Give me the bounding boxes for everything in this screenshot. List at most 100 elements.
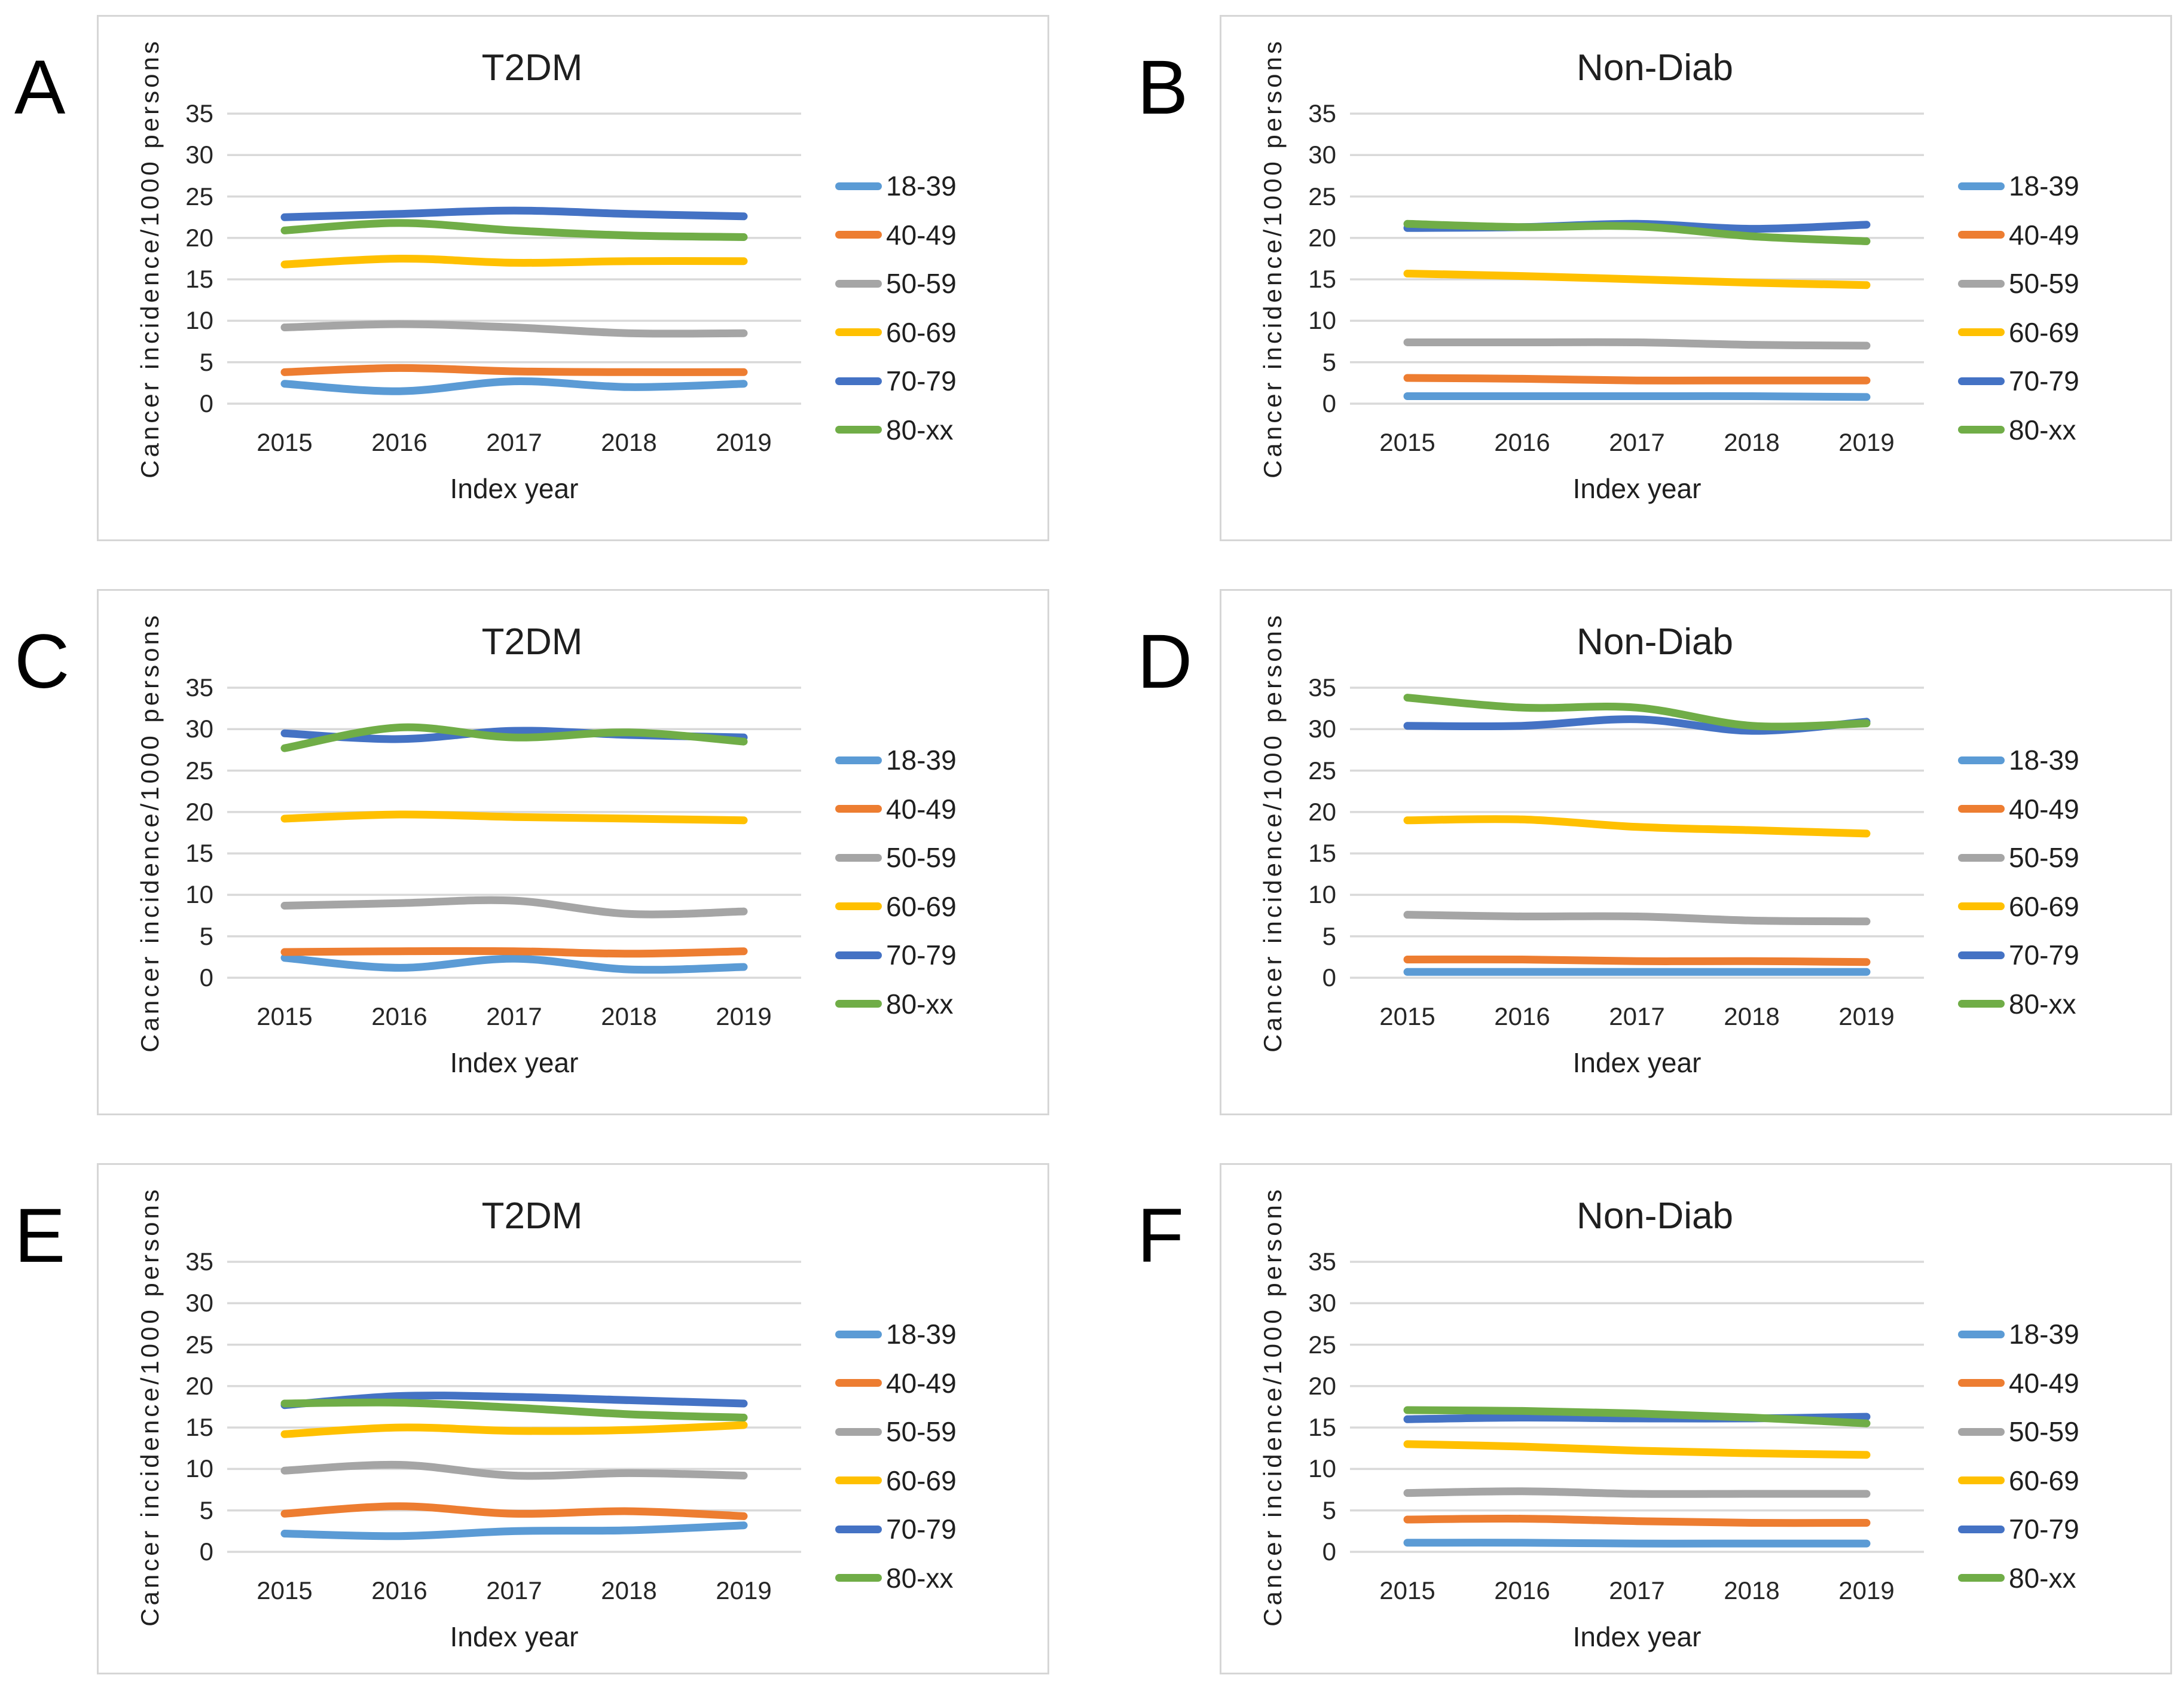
legend-item-70-79: 70-79 — [835, 1513, 957, 1545]
legend-swatch-80-xx — [835, 1574, 882, 1582]
legend-swatch-50-59 — [835, 1427, 882, 1436]
series-line-18-39 — [280, 377, 748, 395]
x-tick-label: 2018 — [601, 1576, 657, 1604]
y-tick-label: 35 — [185, 99, 213, 127]
legend-item-60-69: 60-69 — [1958, 1465, 2079, 1497]
series-line-80-xx — [280, 723, 748, 752]
panel-letter-D: D — [1137, 619, 1193, 704]
legend-label: 40-49 — [886, 1367, 957, 1399]
legend-label: 50-59 — [2009, 1416, 2079, 1448]
x-tick-label: 2015 — [1379, 1576, 1435, 1604]
y-tick-label: 10 — [185, 1454, 213, 1483]
series-line-60-69 — [1403, 1440, 1871, 1459]
legend-label: 70-79 — [886, 1514, 957, 1545]
y-tick-label: 0 — [1322, 389, 1336, 417]
legend-item-50-59: 50-59 — [835, 267, 957, 300]
x-tick-label: 2019 — [716, 1002, 772, 1030]
x-tick-label: 2018 — [601, 428, 657, 456]
y-tick-label: 15 — [185, 265, 213, 294]
legend-label: 18-39 — [2009, 170, 2079, 202]
x-tick-label: 2019 — [1838, 1002, 1895, 1030]
series-line-50-59 — [280, 1460, 748, 1480]
y-tick-label: 0 — [1322, 963, 1336, 991]
x-tick-label: 2019 — [1838, 1576, 1895, 1604]
legend-item-40-49: 40-49 — [835, 1367, 957, 1399]
legend-label: 60-69 — [2009, 1465, 2079, 1496]
legend: 18-39 40-49 50-59 60-69 70-79 80-xx — [1958, 1318, 2079, 1594]
legend-label: 80-xx — [2009, 988, 2076, 1020]
plot-area — [227, 1261, 801, 1553]
legend-item-40-49: 40-49 — [1958, 219, 2079, 251]
y-tick-label: 10 — [185, 306, 213, 335]
chart-panel-F: Non-Diab Cancer incidence/1000 persons 35 3… — [1220, 1163, 2172, 1674]
legend-label: 60-69 — [886, 316, 957, 348]
y-tick-label: 30 — [1308, 141, 1336, 169]
panel-letter-B: B — [1137, 45, 1189, 130]
legend-item-60-69: 60-69 — [1958, 316, 2079, 349]
legend-item-50-59: 50-59 — [1958, 1415, 2079, 1448]
series-line-60-69 — [1403, 815, 1871, 838]
x-tick-label: 2016 — [1494, 428, 1550, 456]
legend: 18-39 40-49 50-59 60-69 70-79 80-xx — [1958, 744, 2079, 1020]
legend-swatch-60-69 — [835, 1476, 882, 1485]
legend-label: 60-69 — [886, 1465, 957, 1496]
legend-swatch-40-49 — [1958, 231, 2005, 239]
series-line-80-xx — [1403, 219, 1871, 245]
legend-item-60-69: 60-69 — [835, 890, 957, 923]
figure-cell-F: F Non-Diab Cancer incidence/1000 persons 35… — [1123, 1163, 2172, 1674]
chart-title: T2DM — [481, 1195, 583, 1237]
y-tick-label: 25 — [1308, 756, 1336, 785]
legend-label: 50-59 — [2009, 268, 2079, 300]
legend-swatch-60-69 — [1958, 902, 2005, 911]
series-line-70-79 — [280, 1392, 748, 1410]
legend-swatch-70-79 — [835, 1525, 882, 1533]
y-tick-label: 25 — [185, 1330, 213, 1359]
plot-area — [227, 112, 801, 405]
legend-label: 50-59 — [886, 1416, 957, 1448]
x-tick-label: 2016 — [1494, 1002, 1550, 1030]
x-tick-label: 2019 — [1838, 428, 1895, 456]
x-axis-title: Index year — [1572, 1621, 1702, 1652]
y-tick-label: 30 — [185, 141, 213, 169]
chart-panel-C: T2DM Cancer incidence/1000 persons 35 30 25 2… — [97, 589, 1049, 1115]
x-tick-label: 2016 — [371, 428, 427, 456]
legend-item-18-39: 18-39 — [1958, 170, 2079, 202]
y-tick-label: 20 — [1308, 1371, 1336, 1400]
figure-cell-A: A T2DM Cancer incidence/1000 persons 35 30 25… — [0, 15, 1049, 541]
chart-panel-E: T2DM Cancer incidence/1000 persons 35 30 25 2… — [97, 1163, 1049, 1674]
legend-label: 40-49 — [2009, 219, 2079, 251]
series-line-50-59 — [1403, 1487, 1871, 1498]
series-line-80-xx — [1403, 694, 1871, 731]
legend-label: 80-xx — [886, 414, 954, 446]
legend-label: 80-xx — [886, 988, 954, 1020]
y-tick-label: 20 — [185, 1371, 213, 1400]
y-tick-label: 10 — [1308, 1454, 1336, 1483]
legend-swatch-50-59 — [1958, 1427, 2005, 1436]
series-line-60-69 — [1403, 269, 1871, 289]
legend-item-50-59: 50-59 — [835, 1415, 957, 1448]
y-tick-label: 0 — [1322, 1537, 1336, 1566]
y-tick-label: 15 — [1308, 839, 1336, 868]
x-tick-label: 2017 — [486, 428, 542, 456]
y-tick-label: 10 — [185, 880, 213, 909]
legend-item-70-79: 70-79 — [835, 939, 957, 971]
series-line-40-49 — [280, 1502, 748, 1520]
series-line-80-xx — [1403, 1406, 1871, 1427]
y-tick-label: 35 — [185, 673, 213, 701]
series-line-80-xx — [280, 219, 748, 241]
series-line-50-59 — [1403, 338, 1871, 350]
x-tick-label: 2019 — [716, 1576, 772, 1604]
legend: 18-39 40-49 50-59 60-69 70-79 80-xx — [835, 170, 957, 446]
legend-label: 18-39 — [886, 1319, 957, 1350]
plot-area — [227, 687, 801, 979]
x-tick-label: 2018 — [1724, 428, 1780, 456]
panel-letter-E: E — [14, 1193, 66, 1279]
legend-item-40-49: 40-49 — [1958, 1367, 2079, 1399]
chart-title: Non-Diab — [1577, 621, 1733, 663]
series-line-40-49 — [1403, 1515, 1871, 1527]
legend-label: 40-49 — [2009, 1367, 2079, 1399]
series-line-40-49 — [1403, 374, 1871, 385]
series-line-40-49 — [280, 947, 748, 958]
x-tick-label: 2018 — [1724, 1002, 1780, 1030]
